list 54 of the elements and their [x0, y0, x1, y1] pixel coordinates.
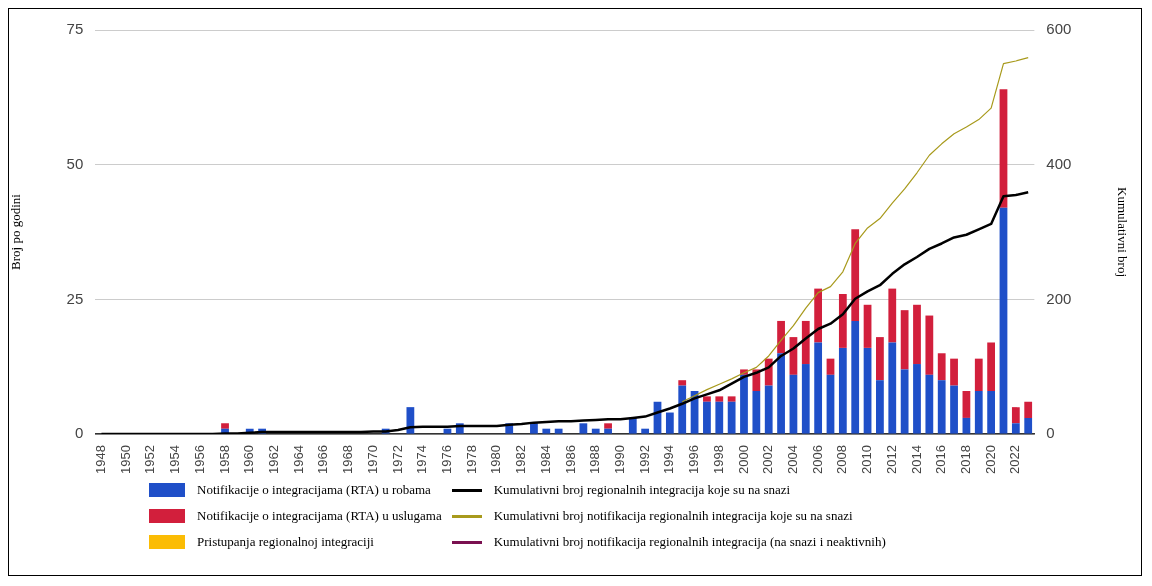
- legend-label: Kumulativni broj regionalnih integracija koje su na snazi: [493, 482, 791, 498]
- y2-tick-label: 400: [1046, 154, 1072, 172]
- x-tick-label: 2020: [982, 445, 998, 474]
- x-tick-label: 1994: [661, 445, 677, 474]
- y-tick-label: 0: [74, 424, 84, 442]
- x-tick-label: 2012: [883, 445, 899, 474]
- legend-label: Kumulativni broj notifikacija regionalnih integracija koje su na snazi: [493, 508, 853, 524]
- x-tick-label: 2000: [735, 445, 751, 474]
- x-tick-label: 1948: [93, 445, 109, 474]
- y2-tick-label: 200: [1046, 289, 1072, 307]
- y-axis-title: Broj po godini: [8, 193, 24, 270]
- x-tick-label: 1974: [414, 445, 430, 474]
- x-tick-label: 2004: [785, 445, 800, 474]
- x-tick-label: 1964: [290, 445, 306, 474]
- x-tick-label: 1996: [686, 445, 702, 474]
- x-tick-label: 1956: [191, 445, 207, 474]
- legend-label: Kumulativni broj notifikacija regionalnih integracija (na snazi i neaktivnih): [493, 534, 886, 550]
- x-tick-label: 2014: [908, 445, 924, 474]
- x-tick-label: 1984: [537, 445, 553, 474]
- x-tick-label: 1970: [364, 445, 380, 474]
- y2-axis-title: Kumulativni broj: [1114, 187, 1130, 277]
- x-tick-label: 2006: [809, 445, 825, 474]
- x-tick-label: 2016: [933, 445, 949, 474]
- y-tick-label: 75: [66, 20, 84, 38]
- x-tick-label: 1980: [488, 445, 504, 474]
- x-tick-label: 1966: [315, 445, 331, 474]
- x-tick-label: 1988: [587, 445, 603, 474]
- legend-label: Pristupanja regionalnoj integraciji: [197, 534, 374, 550]
- x-tick-label: 1978: [463, 445, 479, 474]
- x-tick-label: 1960: [241, 445, 257, 474]
- x-tick-label: 1986: [562, 445, 578, 474]
- x-tick-label: 1952: [142, 445, 158, 474]
- x-tick-label: 2008: [834, 445, 850, 474]
- x-tick-label: 1954: [167, 445, 183, 474]
- x-tick-label: 1976: [439, 445, 455, 474]
- y-tick-label: 25: [66, 289, 84, 307]
- legend-label: Notifikacije o integracijama (RTA) u robama: [197, 482, 431, 498]
- x-tick-label: 2022: [1007, 445, 1023, 474]
- x-tick-label: 1962: [266, 445, 282, 474]
- y2-tick-label: 0: [1046, 424, 1055, 442]
- x-tick-label: 2018: [957, 445, 973, 474]
- x-tick-label: 1982: [513, 445, 529, 474]
- x-tick-label: 1998: [710, 445, 726, 474]
- x-tick-label: 1950: [117, 445, 133, 474]
- x-tick-label: 2010: [859, 445, 875, 474]
- x-tick-label: 1992: [636, 445, 652, 474]
- x-tick-label: 2002: [760, 445, 776, 474]
- y2-tick-label: 600: [1046, 20, 1072, 38]
- y-tick-label: 50: [66, 154, 84, 172]
- x-tick-label: 1990: [612, 445, 628, 474]
- x-tick-label: 1958: [216, 445, 232, 474]
- x-tick-label: 1968: [340, 445, 356, 474]
- legend-label: Notifikacije o integracijama (RTA) u uslugama: [197, 508, 442, 524]
- x-tick-label: 1972: [389, 445, 405, 474]
